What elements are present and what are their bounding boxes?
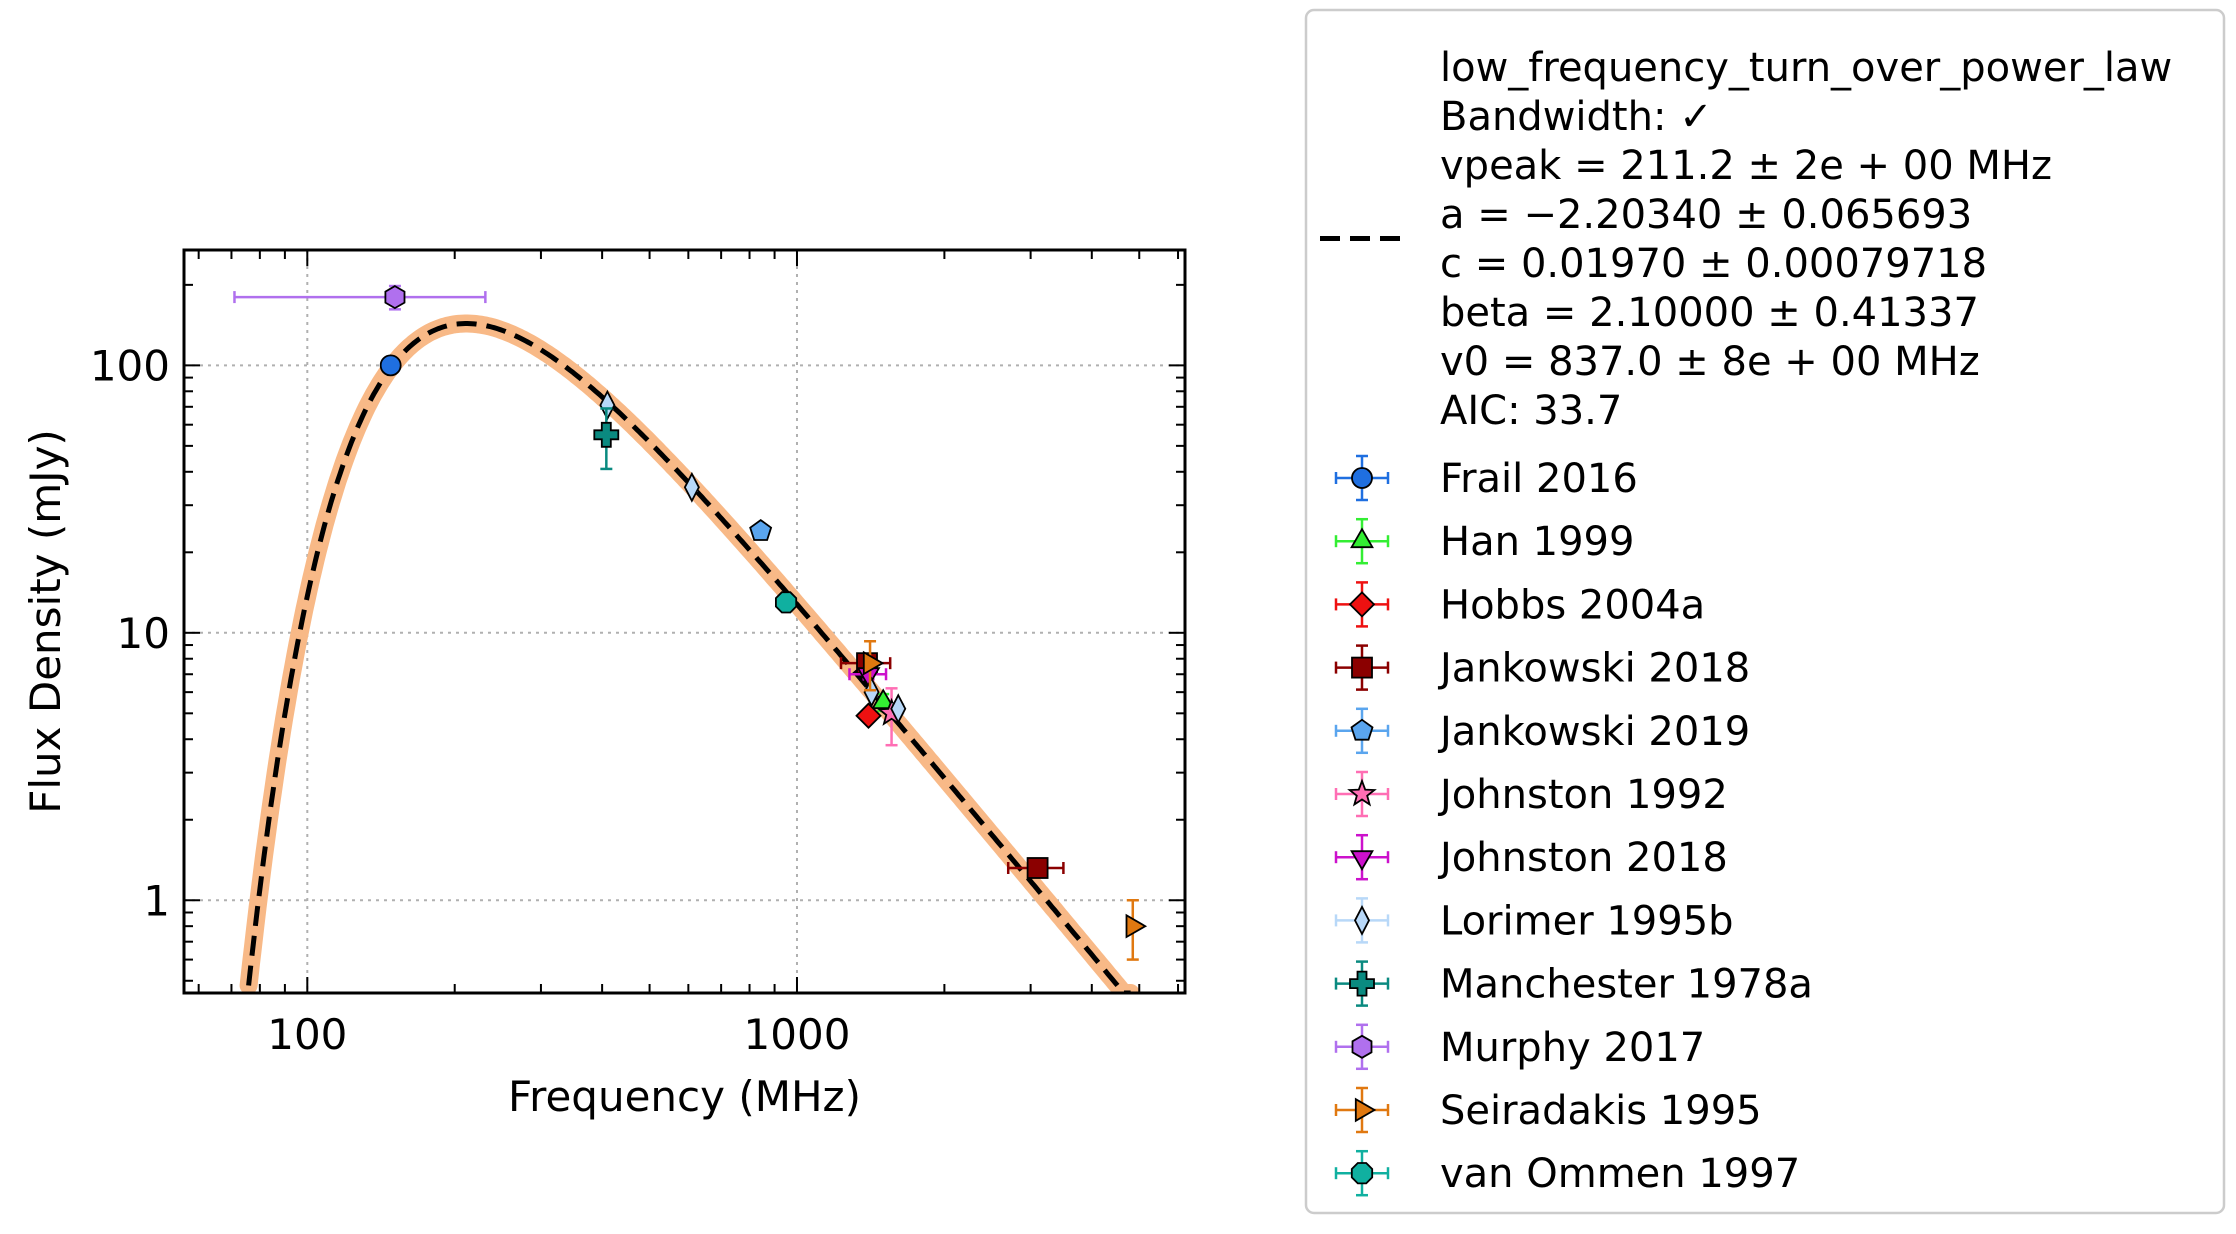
x-axis-label: Frequency (MHz)	[508, 1072, 861, 1121]
series-9	[233, 284, 487, 311]
legend-entry: Frail 2016	[1334, 454, 1638, 502]
legend-entry: Johnston 2018	[1334, 833, 1728, 881]
legend-marker	[1347, 778, 1377, 807]
grid-lines	[184, 250, 1185, 993]
x-tick-label: 100	[267, 1010, 347, 1059]
fit-curve-group	[239, 314, 1140, 993]
data-point	[1125, 913, 1148, 939]
series-11	[775, 591, 798, 614]
legend-label: Lorimer 1995b	[1440, 898, 1734, 944]
fit-legend-text: v0 = 837.0 ± 8e + 00 MHz	[1440, 339, 1980, 385]
legend-label: Han 1999	[1440, 519, 1634, 565]
legend-marker	[1351, 467, 1373, 489]
legend-label: Seiradakis 1995	[1440, 1088, 1762, 1134]
data-point	[593, 421, 620, 448]
legend-label: Frail 2016	[1440, 456, 1638, 502]
legend-label: Johnston 2018	[1437, 835, 1728, 881]
fit-uncertainty-band	[239, 314, 1140, 993]
legend-marker	[1350, 850, 1374, 871]
legend-label: Hobbs 2004a	[1440, 582, 1705, 628]
legend-entry: Murphy 2017	[1334, 1023, 1705, 1071]
data-point	[871, 688, 896, 710]
legend-entry: Jankowski 2018	[1334, 644, 1750, 692]
data-point	[1026, 857, 1049, 879]
data-point	[862, 650, 885, 676]
legend-label: Jankowski 2019	[1437, 709, 1750, 755]
legend-marker	[1349, 970, 1375, 997]
fit-curve	[246, 321, 1131, 993]
data-point	[379, 354, 402, 377]
y-tick-label: 10	[117, 609, 170, 658]
fit-legend-text: low_frequency_turn_over_power_law	[1440, 45, 2172, 91]
series-10	[862, 639, 1148, 961]
legend-box	[1304, 8, 2226, 1215]
legend-label: Manchester 1978a	[1440, 962, 1813, 1008]
data-point	[683, 471, 700, 503]
legend-entry: Jankowski 2019	[1334, 707, 1750, 755]
legend: low_frequency_turn_over_power_lawBandwid…	[1304, 8, 2226, 1215]
fit-legend-text: beta = 2.10000 ± 0.41337	[1440, 290, 1979, 336]
legend-entry: Han 1999	[1334, 517, 1634, 565]
fit-legend-text: AIC: 33.7	[1440, 388, 1622, 434]
legend-label: van Ommen 1997	[1440, 1151, 1800, 1197]
legend-marker	[1353, 904, 1371, 936]
y-tick-label: 100	[90, 341, 170, 390]
data-point	[863, 676, 880, 708]
data-points	[233, 284, 1148, 961]
legend-label: Johnston 1992	[1437, 772, 1728, 818]
legend-entry: van Ommen 1997	[1334, 1149, 1800, 1197]
legend-label: Jankowski 2018	[1437, 646, 1750, 692]
y-axis-label: Flux Density (mJy)	[21, 429, 70, 814]
legend-marker	[1350, 527, 1374, 549]
legend-label: Murphy 2017	[1440, 1025, 1705, 1071]
data-point	[890, 693, 907, 725]
series-7	[599, 389, 907, 725]
series-8	[593, 407, 620, 471]
legend-marker	[1354, 1097, 1377, 1123]
fit-legend-text: c = 0.01970 ± 0.00079718	[1440, 241, 1987, 287]
data-point	[775, 591, 798, 614]
legend-entry: Johnston 1992	[1334, 770, 1728, 818]
data-point	[384, 285, 406, 310]
legend-entry: Hobbs 2004a	[1334, 581, 1705, 628]
legend-entry: Lorimer 1995b	[1334, 897, 1734, 944]
axis-ticks: 100 1000 1 10 100	[90, 250, 1185, 1059]
legend-entry: Manchester 1978a	[1334, 960, 1813, 1008]
series-4	[749, 518, 773, 541]
fit-legend-text: a = −2.20340 ± 0.065693	[1440, 192, 1972, 238]
series-2	[855, 702, 882, 729]
legend-marker	[1351, 1034, 1373, 1059]
fit-legend-text: Bandwidth: ✓	[1440, 94, 1713, 140]
plot-frame	[182, 248, 1187, 995]
fit-legend-text: vpeak = 211.2 ± 2e + 00 MHz	[1440, 143, 2052, 189]
legend-marker	[1350, 1162, 1374, 1185]
y-tick-label: 1	[143, 876, 170, 925]
data-point	[749, 518, 773, 541]
x-tick-label: 1000	[744, 1010, 851, 1059]
series-0	[379, 354, 402, 377]
data-point	[855, 702, 882, 729]
legend-marker	[1348, 591, 1376, 618]
legend-entry: Seiradakis 1995	[1334, 1086, 1762, 1134]
legend-marker	[1351, 656, 1373, 679]
legend-marker	[1350, 718, 1374, 741]
